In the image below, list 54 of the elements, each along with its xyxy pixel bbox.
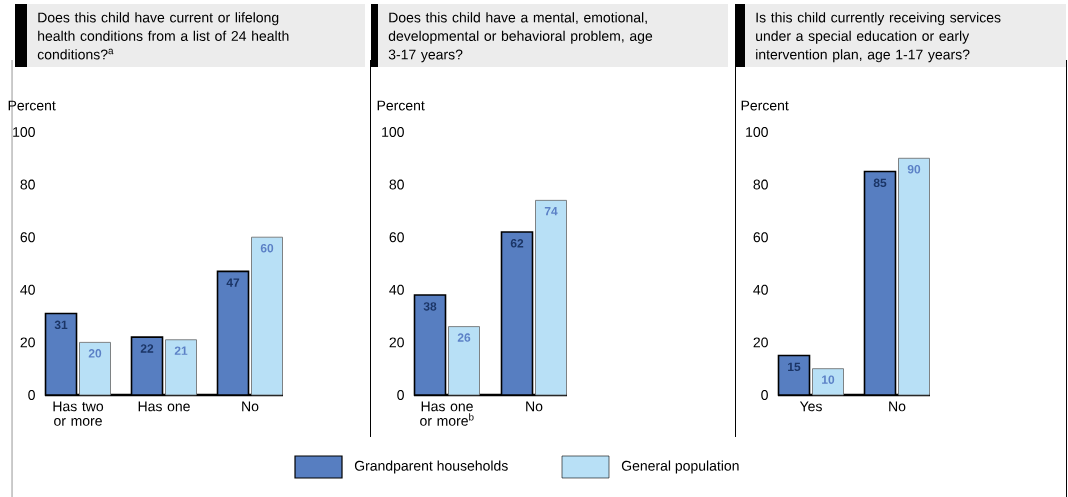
y-tick-label: 0 (28, 390, 35, 400)
bar (165, 339, 197, 396)
x-tick-label: Yes (799, 401, 822, 412)
y-axis-title: Percent (741, 100, 789, 111)
data-label: 20 (88, 349, 102, 358)
data-label: 47 (226, 278, 240, 287)
data-label: 85 (873, 178, 887, 188)
y-tick-label: 20 (753, 337, 768, 348)
data-label: 26 (457, 333, 471, 342)
y-tick-label: 80 (20, 179, 35, 190)
y-tick-label: 40 (753, 284, 768, 295)
data-label: 21 (174, 346, 188, 355)
x-tick-label: No (889, 401, 906, 412)
bar (535, 199, 567, 396)
data-label: 31 (54, 320, 68, 330)
data-label: 90 (907, 165, 921, 174)
y-axis-title: Percent (8, 100, 56, 111)
chart-title: Does this child have a mental, emotional, developmental or behavioral problem, age 3-17 years? (388, 12, 653, 63)
bar (898, 157, 930, 396)
y-tick-label: 60 (753, 232, 768, 243)
bar (251, 236, 283, 396)
y-tick-label: 0 (761, 390, 768, 400)
chart-title: Does this child have current or lifelong health conditions from a list of 24 health conditions?$^{a}$ (37, 12, 289, 60)
y-tick-label: 80 (753, 179, 768, 190)
x-tick-label: No (526, 401, 543, 412)
y-tick-label: 0 (397, 390, 404, 400)
data-label: 60 (260, 243, 274, 253)
x-tick-label: No (242, 401, 259, 412)
legend-label: Grandparent households (354, 460, 508, 474)
chart-title: Is this child currently receiving services under a special education or early intervention plan, age 1-17 years? (756, 12, 1001, 63)
y-tick-label: 40 (20, 284, 35, 295)
data-label: 10 (822, 375, 835, 384)
data-label: 62 (510, 239, 524, 248)
y-tick-label: 100 (13, 127, 35, 137)
bar (79, 341, 111, 396)
y-tick-label: 20 (20, 337, 35, 348)
y-tick-label: 80 (389, 179, 404, 190)
y-tick-label: 60 (20, 232, 35, 243)
data-label: 38 (423, 302, 437, 311)
data-label: 22 (140, 344, 154, 353)
x-tick-label: Has one or more$^{b}$ (420, 401, 474, 426)
x-tick-label: Has two or more (53, 401, 104, 426)
bar (812, 368, 844, 396)
y-tick-label: 100 (382, 127, 404, 137)
data-label: 74 (544, 207, 558, 216)
y-tick-label: 100 (746, 127, 768, 137)
y-tick-label: 40 (389, 284, 404, 295)
x-tick-label: Has one (138, 401, 190, 412)
bar (448, 326, 480, 396)
y-tick-label: 60 (389, 232, 404, 243)
data-label: 15 (788, 362, 801, 372)
y-axis-title: Percent (377, 100, 425, 111)
legend-label: General population (621, 460, 739, 474)
y-tick-label: 20 (389, 337, 404, 348)
